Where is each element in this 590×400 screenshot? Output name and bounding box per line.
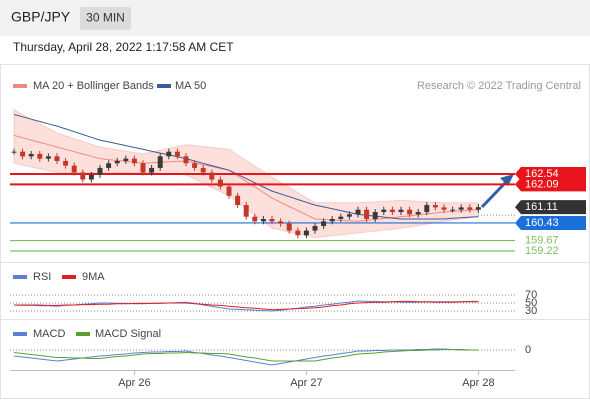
legend-label: MA 20 + Bollinger Bands [33,80,154,92]
legend-label: RSI [33,271,51,283]
candle [467,207,473,210]
level-label: 159.22 [525,245,559,257]
y-tick-label: 70 [525,289,537,301]
candle [37,153,43,159]
y-tick-label: 0 [525,344,531,356]
legend-swatch [62,275,76,279]
forecast-arrow [480,180,508,209]
level-label: 160.43 [525,217,559,229]
legend-swatch [13,84,27,88]
candle [364,209,370,219]
candle [355,209,361,215]
indicator-line [13,300,479,312]
symbol: GBP/JPY [11,9,71,25]
level-label: 161.11 [525,201,558,213]
indicator-line [13,349,479,362]
candle [432,205,438,208]
candle [441,207,447,210]
forecast-arrow-head [500,174,514,186]
candle [183,156,189,164]
candle [415,212,421,215]
legend-swatch [13,332,27,336]
candle [458,207,464,210]
candle [295,230,301,236]
candle [398,209,404,213]
interval[interactable]: 30 MIN [86,11,125,25]
candle [97,167,103,175]
candle [407,209,413,215]
candle [28,153,34,157]
candle [45,156,51,159]
candle [149,167,155,173]
candle [106,163,112,168]
candle [131,158,137,164]
y-tick-label: 30 [525,305,537,317]
legend-label: 9MA [82,271,105,283]
candle [88,174,94,180]
candle [303,230,309,236]
candle [71,165,77,173]
candle [63,160,69,166]
candle [312,225,318,231]
level-label: 162.09 [525,178,559,190]
candle [389,209,395,213]
ma-line [13,134,479,222]
y-tick-label: 50 [525,297,537,309]
candle [252,216,258,222]
legend-swatch [76,332,90,336]
candle [346,214,352,217]
candle [329,218,335,222]
candle [157,156,163,168]
candle [381,209,387,213]
level-tag [515,215,586,230]
candle [226,186,232,196]
candle [475,207,481,210]
candle [372,212,378,219]
candle [123,158,129,161]
legend-label: MA 50 [175,80,206,92]
ma-line [13,114,479,220]
candle [424,205,430,213]
legend-swatch [157,84,171,88]
legend-swatch [13,275,27,279]
candle [321,221,327,226]
candle [235,195,241,206]
candle [450,209,456,211]
candle [260,218,266,222]
candle [166,151,172,157]
candle [54,156,60,161]
candle [20,151,26,157]
x-tick-label: Apr 28 [462,377,494,389]
candle [80,172,86,180]
datetime: Thursday, April 28, 2022 1:17:58 AM CET [13,40,234,54]
candle [286,223,292,231]
legend-label: MACD Signal [95,328,161,340]
source: Research © 2022 Trading Central [417,80,581,92]
candle [243,205,249,217]
candle [140,163,146,173]
x-tick-label: Apr 27 [290,377,322,389]
candle [217,179,223,187]
candle [278,221,284,224]
legend-label: MACD [33,328,65,340]
level-tag [515,177,586,192]
candle [192,163,198,168]
level-label: 162.54 [525,168,559,180]
candle [114,160,120,164]
candle [174,151,180,157]
candle [338,216,344,219]
indicator-line [13,348,479,366]
candle [200,167,206,173]
candle [209,172,215,180]
x-tick-label: Apr 26 [118,377,150,389]
candle [11,151,17,153]
indicator-line [14,300,479,311]
interval-button[interactable] [80,7,131,30]
candle [269,218,275,222]
level-label: 159.67 [525,234,559,246]
level-tag [515,200,586,215]
